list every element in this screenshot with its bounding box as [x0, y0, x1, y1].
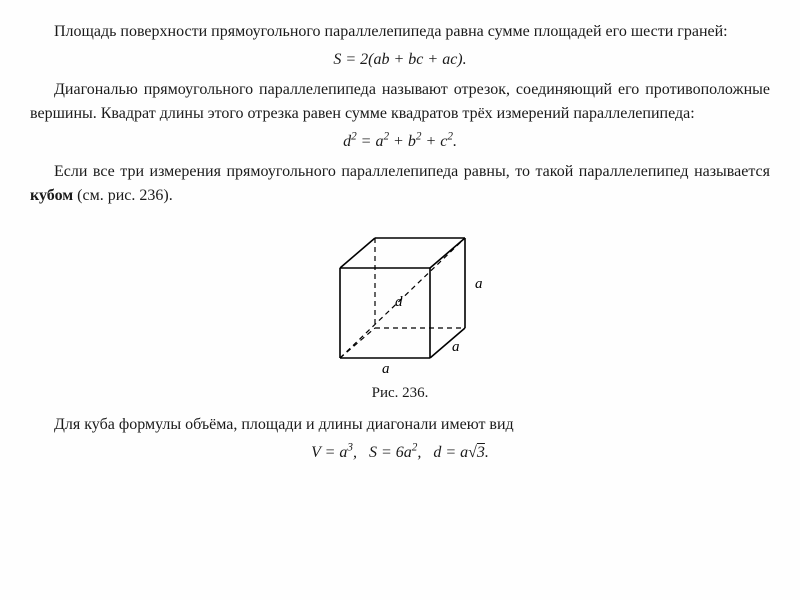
paragraph-surface-area: Площадь поверхности прямоугольного парал…: [30, 20, 770, 44]
cube-diagram: a a a d: [300, 218, 500, 378]
cube-text-prefix: Если все три измерения прямоугольного па…: [54, 163, 770, 180]
cube-text-suffix: (см. рис. 236).: [73, 187, 173, 204]
paragraph-cube: Если все три измерения прямоугольного па…: [30, 160, 770, 208]
paragraph-cube-formulas: Для куба формулы объёма, площади и длины…: [30, 413, 770, 437]
formula-cube: V = a3, S = 6a2, d = a√3.: [30, 441, 770, 465]
label-a-right: a: [475, 276, 483, 292]
label-a-bottom: a: [382, 361, 390, 377]
formula-diagonal: d2 = a2 + b2 + c2.: [30, 130, 770, 154]
figure-cube: a a a d: [30, 218, 770, 378]
label-d: d: [395, 294, 403, 310]
figure-caption: Рис. 236.: [30, 382, 770, 405]
paragraph-diagonal: Диагональю прямоугольного параллелепипед…: [30, 78, 770, 126]
formula-surface-area: S = 2(ab + bc + ac).: [30, 48, 770, 72]
cube-bold-word: кубом: [30, 187, 73, 204]
label-a-depth: a: [452, 339, 460, 355]
